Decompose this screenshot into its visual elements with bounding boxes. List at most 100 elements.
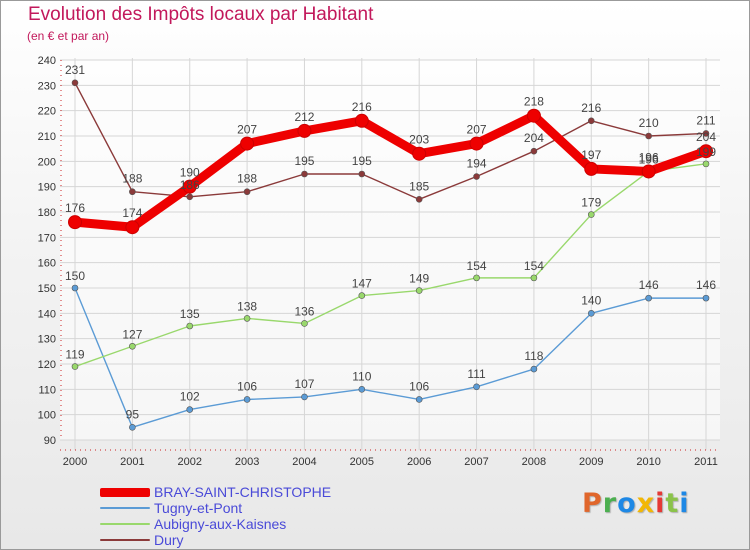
data-label: 231 (65, 63, 85, 77)
data-label: 147 (352, 277, 372, 291)
legend-swatch (100, 488, 150, 497)
data-label: 95 (126, 407, 140, 421)
legend-label: Dury (154, 532, 184, 548)
plot-area (60, 60, 720, 440)
data-point (243, 315, 251, 322)
data-label: 207 (237, 123, 257, 137)
data-label: 106 (409, 379, 429, 393)
data-label: 111 (467, 367, 486, 381)
x-tick-label: 2011 (694, 456, 718, 468)
y-tick-label: 220 (38, 106, 56, 118)
logo-letter: t (665, 488, 680, 519)
x-tick-label: 2005 (350, 456, 374, 468)
y-tick-label: 180 (38, 207, 56, 219)
y-tick-label: 230 (38, 80, 56, 92)
data-label: 106 (237, 379, 257, 393)
data-label: 211 (696, 113, 715, 127)
logo-letter: x (636, 488, 656, 519)
chart-title: Evolution des Impôts locaux par Habitant (28, 4, 374, 25)
data-point (297, 123, 312, 138)
proxiti-logo: Proxiti (582, 488, 690, 519)
logo-letter: i (655, 488, 666, 519)
x-tick-label: 2010 (636, 456, 660, 468)
data-point (473, 274, 480, 282)
x-tick-label: 2003 (235, 456, 259, 468)
data-label: 197 (581, 148, 601, 162)
data-point (186, 406, 194, 413)
data-label: 149 (409, 272, 429, 286)
data-point (129, 342, 136, 350)
data-label: 195 (294, 154, 314, 168)
data-label: 188 (237, 172, 257, 186)
y-tick-label: 160 (38, 258, 56, 270)
data-point (702, 160, 710, 168)
data-label: 188 (122, 172, 142, 186)
data-point (358, 292, 366, 299)
data-label: 203 (409, 133, 429, 147)
data-label: 185 (409, 179, 429, 193)
x-tick-label: 2009 (579, 456, 603, 468)
data-point (530, 147, 538, 155)
data-label: 154 (524, 259, 544, 273)
data-point (587, 117, 595, 125)
data-point (354, 113, 369, 128)
data-point (71, 79, 79, 87)
x-tick-label: 2004 (292, 456, 316, 468)
data-label: 196 (639, 152, 659, 166)
data-label: 107 (294, 377, 314, 391)
data-point (530, 274, 538, 282)
data-point (71, 363, 79, 370)
data-label: 216 (581, 101, 601, 115)
data-point (473, 173, 480, 180)
data-point (526, 108, 541, 123)
y-tick-label: 150 (38, 283, 56, 295)
data-point (587, 310, 595, 317)
data-point (182, 179, 197, 194)
y-tick-label: 110 (38, 384, 56, 396)
data-point (415, 287, 423, 294)
data-label: 186 (180, 178, 200, 192)
data-label: 136 (294, 304, 314, 318)
data-point (186, 193, 194, 201)
y-tick-label: 90 (44, 435, 56, 447)
x-tick-label: 2002 (177, 456, 201, 468)
data-point (125, 220, 140, 235)
data-point (68, 215, 82, 230)
y-tick-label: 240 (38, 55, 56, 67)
chart-subtitle: (en € et par an) (27, 29, 110, 43)
data-label: 194 (467, 157, 487, 171)
data-label: 150 (65, 269, 85, 283)
data-label: 146 (696, 278, 716, 292)
x-tick-label: 2006 (407, 456, 431, 468)
data-point (71, 284, 79, 292)
legend-label: Tugny-et-Pont (154, 500, 243, 516)
data-point (243, 188, 251, 196)
legend-label: Aubigny-aux-Kaisnes (154, 516, 287, 532)
y-tick-label: 170 (38, 232, 56, 244)
y-tick-label: 140 (38, 308, 56, 320)
data-point (415, 196, 423, 203)
data-label: 199 (696, 145, 716, 159)
data-point (641, 164, 656, 179)
data-point (587, 211, 595, 218)
data-label: 190 (180, 166, 200, 180)
data-point (469, 136, 484, 151)
data-point (702, 294, 710, 302)
data-label: 127 (122, 327, 142, 341)
data-label: 138 (237, 299, 257, 313)
data-point (473, 383, 480, 391)
data-label: 140 (581, 293, 601, 307)
logo-letter: o (617, 488, 637, 519)
data-point (243, 396, 251, 403)
x-tick-label: 2001 (120, 456, 144, 468)
logo-letter: P (582, 488, 603, 519)
series-line-2 (74, 163, 707, 368)
series-line-0 (70, 111, 711, 232)
data-label: 210 (639, 116, 659, 130)
y-tick-label: 200 (38, 156, 56, 168)
data-label: 195 (352, 154, 372, 168)
series-line-1 (74, 287, 707, 429)
data-point (699, 144, 713, 159)
data-point (240, 136, 255, 151)
